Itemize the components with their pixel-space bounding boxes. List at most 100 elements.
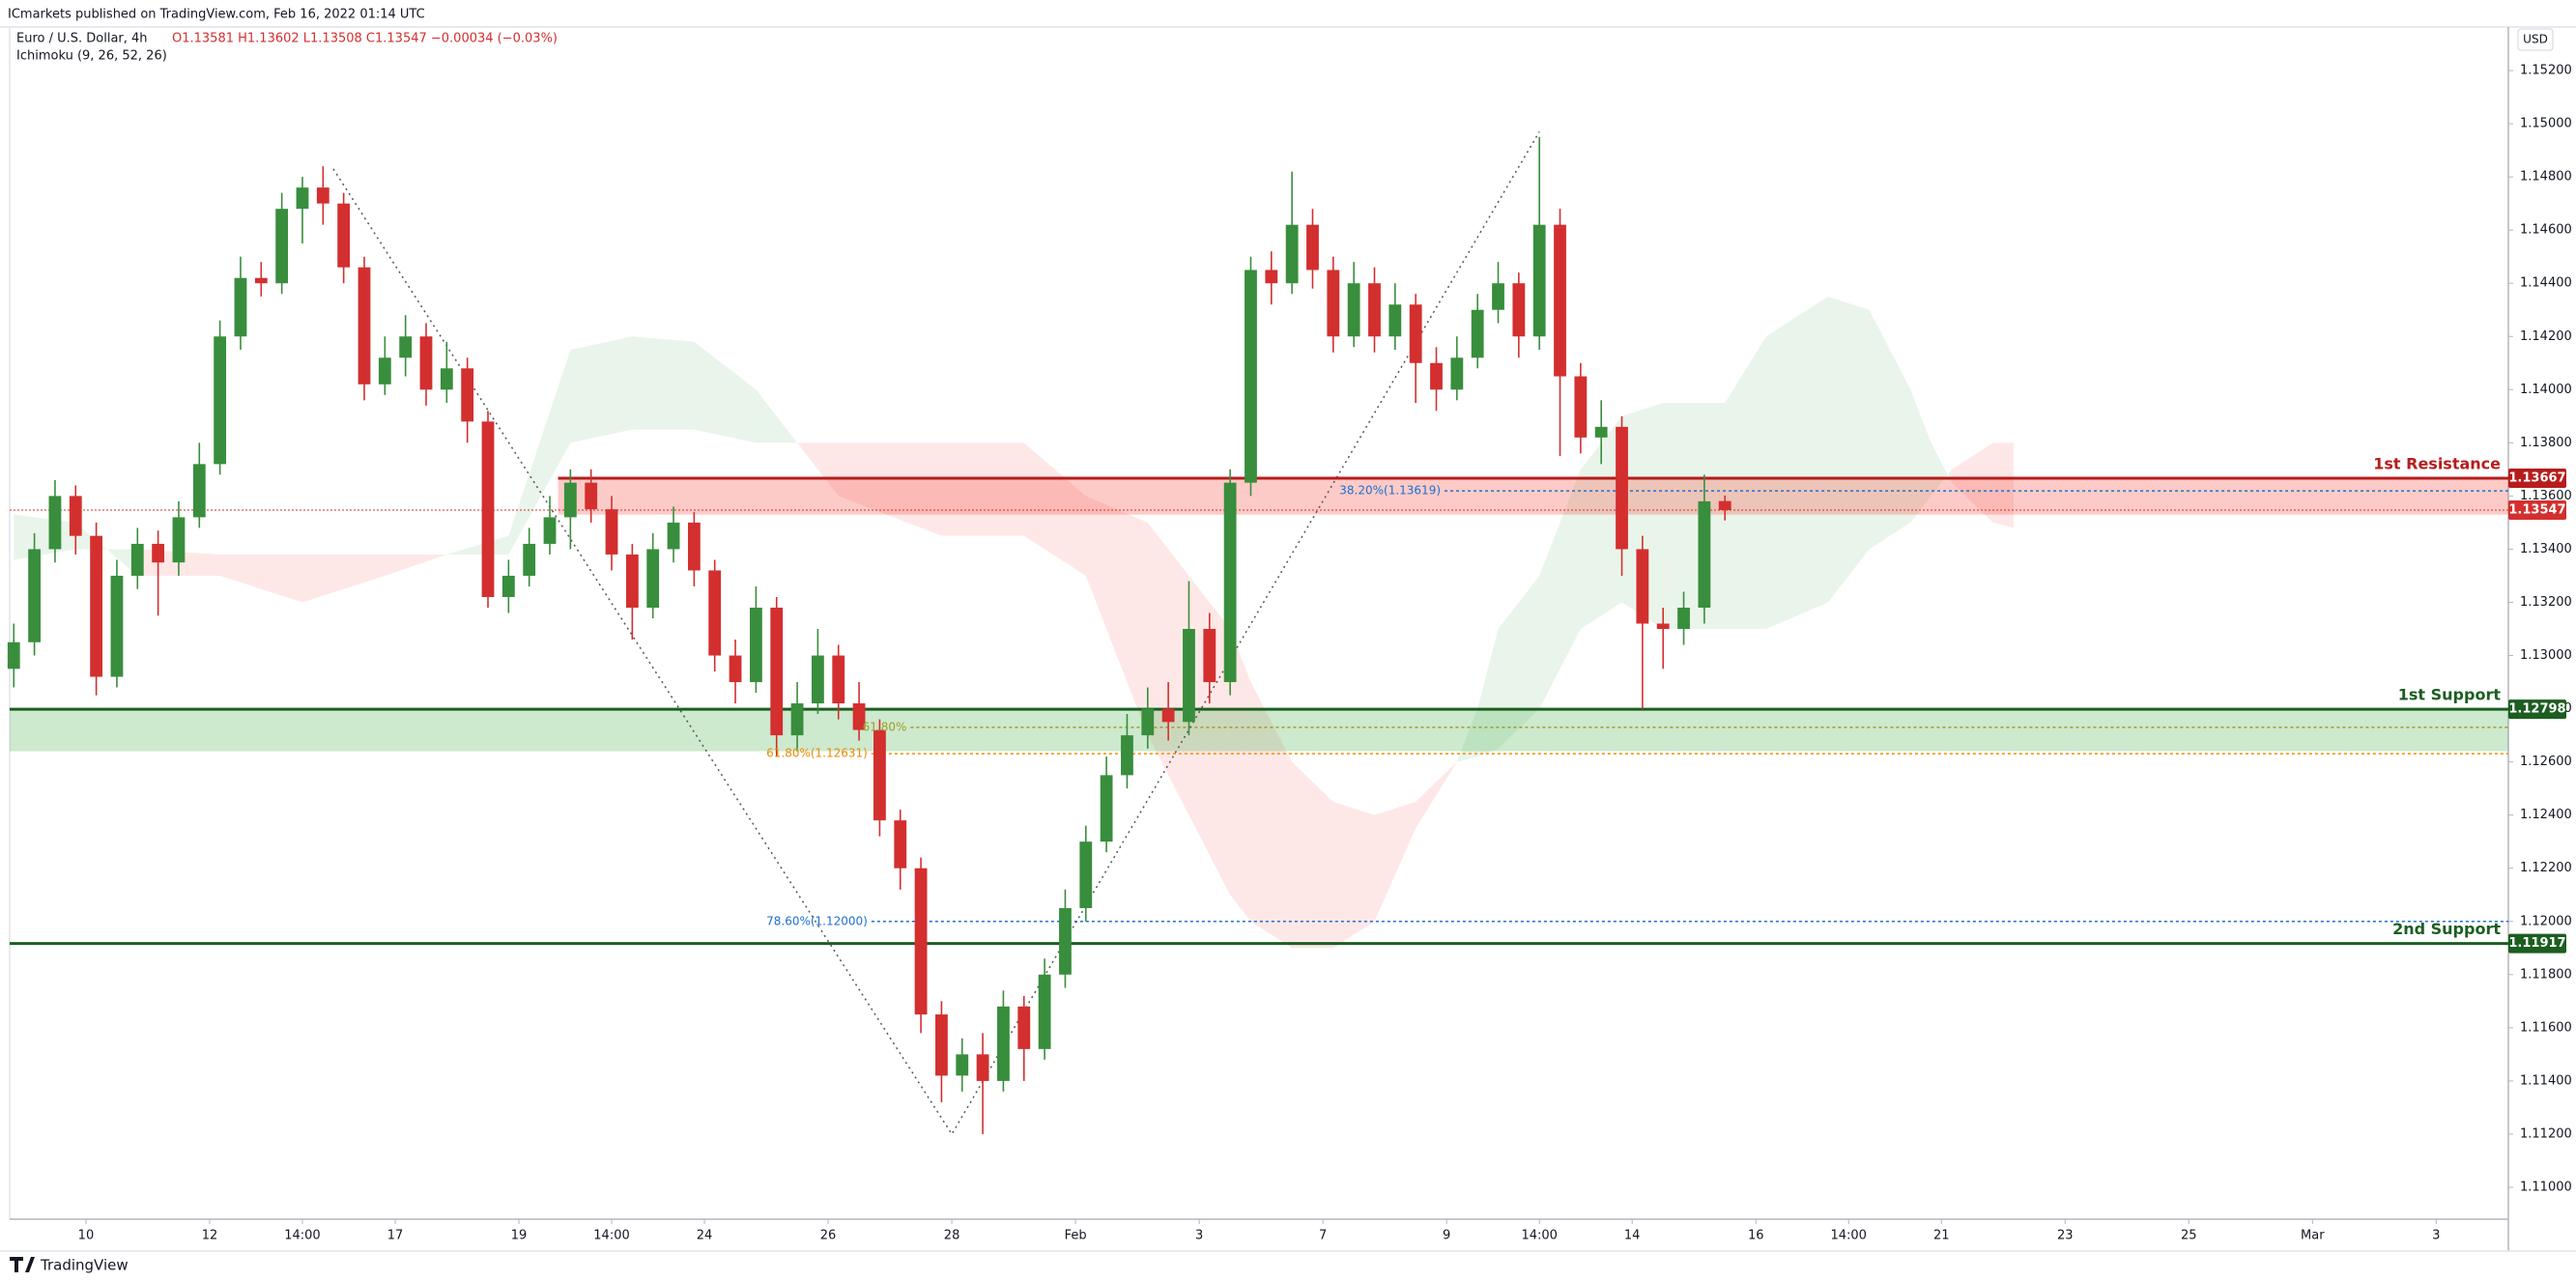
candle-body xyxy=(1616,426,1628,550)
y-tick-label: 1.15000 xyxy=(2520,117,2572,131)
candle-body xyxy=(1532,224,1546,337)
cloud-segment xyxy=(797,442,839,497)
candle-body xyxy=(729,655,742,683)
candle-body xyxy=(894,820,907,869)
candle-body xyxy=(1677,607,1690,630)
candle-body xyxy=(1594,426,1608,438)
fib-label: 38.20%(1.13619) xyxy=(1339,484,1441,498)
candle-body xyxy=(1656,623,1670,630)
price-box xyxy=(2508,699,2566,720)
candle-body xyxy=(1388,304,1402,337)
candle-body xyxy=(419,336,433,390)
x-tick-label: 14:00 xyxy=(1521,1229,1557,1243)
cloud-segment xyxy=(301,554,386,603)
y-tick-label: 1.14800 xyxy=(2520,170,2572,185)
candles-layer xyxy=(7,136,1732,1134)
candle-body xyxy=(935,1014,948,1076)
candle-body xyxy=(523,543,536,576)
candle-body xyxy=(563,482,577,518)
zone xyxy=(10,709,2508,752)
candle-body xyxy=(832,655,845,704)
cloud-segment xyxy=(1147,522,1189,815)
zones-layer xyxy=(10,477,2508,752)
cloud-segment xyxy=(1580,415,1622,630)
candle-body xyxy=(1161,708,1175,723)
candle-body xyxy=(90,535,103,677)
candle-body xyxy=(1512,283,1526,337)
x-tick-label: 28 xyxy=(944,1229,960,1243)
cloud-segment xyxy=(1416,761,1457,829)
x-tick-label: 26 xyxy=(820,1229,837,1243)
candle-body xyxy=(461,368,474,422)
cloud-segment xyxy=(1374,801,1417,922)
candle-body xyxy=(1285,224,1299,284)
candle-body xyxy=(1698,500,1711,608)
y-tick-label: 1.13600 xyxy=(2520,489,2572,503)
candle-body xyxy=(192,464,206,518)
cloud-segment xyxy=(508,350,571,555)
candle-body xyxy=(914,868,928,1015)
candle-body xyxy=(749,607,762,683)
candle-body xyxy=(7,641,20,669)
candle-body xyxy=(172,517,186,563)
x-tick-label: 21 xyxy=(1933,1229,1950,1243)
x-tick-label: 14:00 xyxy=(1830,1229,1866,1243)
y-tick-label: 1.11600 xyxy=(2520,1020,2572,1035)
y-tick-label: 1.11800 xyxy=(2520,967,2572,982)
candle-body xyxy=(1059,907,1072,975)
candle-body xyxy=(1718,500,1732,510)
cloud-segment xyxy=(1621,403,1664,630)
candle-body xyxy=(1327,270,1340,337)
candle-body xyxy=(1492,283,1504,310)
candle-body xyxy=(1574,376,1588,438)
x-tick-label: 17 xyxy=(387,1229,404,1243)
candle-body xyxy=(110,575,124,677)
candle-body xyxy=(646,549,660,608)
y-tick-label: 1.14600 xyxy=(2520,223,2572,238)
brand-logo xyxy=(10,1257,35,1272)
candle-body xyxy=(399,336,413,358)
x-tick-label: 14 xyxy=(1624,1229,1641,1243)
candle-body xyxy=(1223,482,1237,683)
cloud-segment xyxy=(1931,442,1952,497)
y-tick-label: 1.12200 xyxy=(2520,861,2572,875)
candle-body xyxy=(296,187,309,210)
y-tick-label: 1.13400 xyxy=(2520,542,2572,556)
candle-body xyxy=(625,554,639,608)
candle-body xyxy=(316,187,329,204)
candle-body xyxy=(708,570,722,656)
x-tick-label: 23 xyxy=(2057,1229,2074,1243)
y-tick-label: 1.12400 xyxy=(2520,808,2572,822)
cloud-segment xyxy=(1869,309,1911,550)
candle-body xyxy=(1636,549,1649,624)
x-tick-label: 12 xyxy=(202,1229,218,1243)
price-box-label: 1.13667 xyxy=(2508,470,2565,485)
candle-body xyxy=(956,1054,969,1076)
fib-label: 61.80%(1.12631) xyxy=(766,747,868,760)
y-tick-label: 1.14200 xyxy=(2520,329,2572,344)
cloud-segment xyxy=(1992,442,2014,528)
y-tick-label: 1.15200 xyxy=(2520,64,2572,78)
candle-body xyxy=(687,522,701,571)
candle-body xyxy=(1017,1006,1031,1049)
cloud-segment xyxy=(1230,629,1251,922)
candle-body xyxy=(873,729,886,821)
candle-body xyxy=(1141,708,1155,736)
y-tick-label: 1.12600 xyxy=(2520,755,2572,769)
logo-shape xyxy=(10,1257,35,1272)
currency-box xyxy=(2517,28,2554,51)
candle-body xyxy=(543,517,557,544)
price-box-label: 1.12798 xyxy=(2508,702,2565,717)
y-tick-label: 1.13800 xyxy=(2520,436,2572,450)
candle-body xyxy=(667,522,680,550)
candle-body xyxy=(378,357,391,385)
candle-body xyxy=(790,703,804,736)
symbol: Euro / U.S. Dollar, 4h xyxy=(16,32,148,46)
x-tick-label: 3 xyxy=(2432,1229,2440,1243)
brand: TradingView xyxy=(40,1257,129,1274)
last-price-label: 1.13547 xyxy=(2508,502,2565,517)
cloud-segment xyxy=(1498,575,1540,749)
cloud-segment xyxy=(941,442,1024,536)
y-tick-label: 1.12000 xyxy=(2520,914,2572,928)
